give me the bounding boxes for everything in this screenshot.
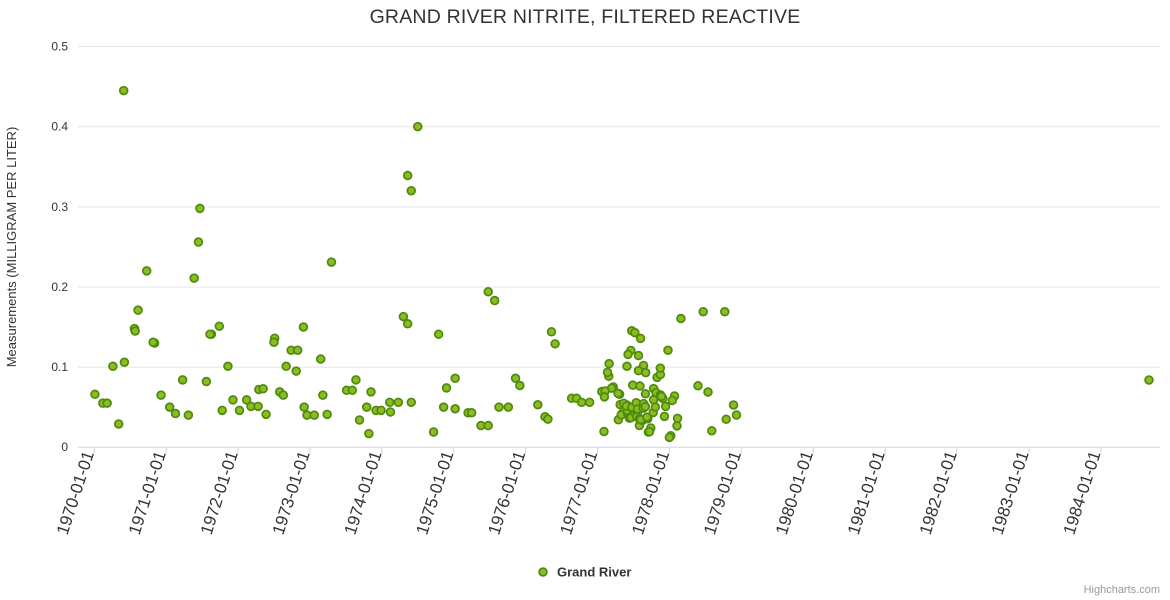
svg-text:1983-01-01: 1983-01-01	[988, 449, 1033, 538]
svg-text:Grand River: Grand River	[557, 565, 631, 580]
svg-text:0: 0	[61, 440, 68, 454]
svg-text:0.2: 0.2	[51, 280, 68, 294]
svg-text:1971-01-01: 1971-01-01	[125, 449, 170, 538]
svg-text:1972-01-01: 1972-01-01	[197, 449, 242, 538]
svg-text:1981-01-01: 1981-01-01	[844, 449, 889, 538]
svg-text:0.3: 0.3	[51, 200, 68, 214]
svg-text:0.4: 0.4	[51, 120, 68, 134]
svg-text:1974-01-01: 1974-01-01	[341, 449, 386, 538]
svg-text:Measurements (MILLIGRAM PER LI: Measurements (MILLIGRAM PER LITER)	[4, 127, 19, 368]
svg-text:1978-01-01: 1978-01-01	[628, 449, 673, 538]
svg-text:1980-01-01: 1980-01-01	[772, 449, 817, 538]
svg-text:1984-01-01: 1984-01-01	[1060, 449, 1105, 538]
svg-text:1973-01-01: 1973-01-01	[269, 449, 314, 538]
svg-text:Highcharts.com: Highcharts.com	[1084, 584, 1160, 596]
svg-text:1970-01-01: 1970-01-01	[53, 449, 98, 538]
svg-text:1976-01-01: 1976-01-01	[484, 449, 529, 538]
svg-text:1982-01-01: 1982-01-01	[916, 449, 961, 538]
svg-text:1975-01-01: 1975-01-01	[413, 449, 458, 538]
svg-text:0.1: 0.1	[51, 360, 68, 374]
svg-text:1977-01-01: 1977-01-01	[556, 449, 601, 538]
svg-text:1979-01-01: 1979-01-01	[700, 449, 745, 538]
svg-text:0.5: 0.5	[51, 40, 68, 54]
